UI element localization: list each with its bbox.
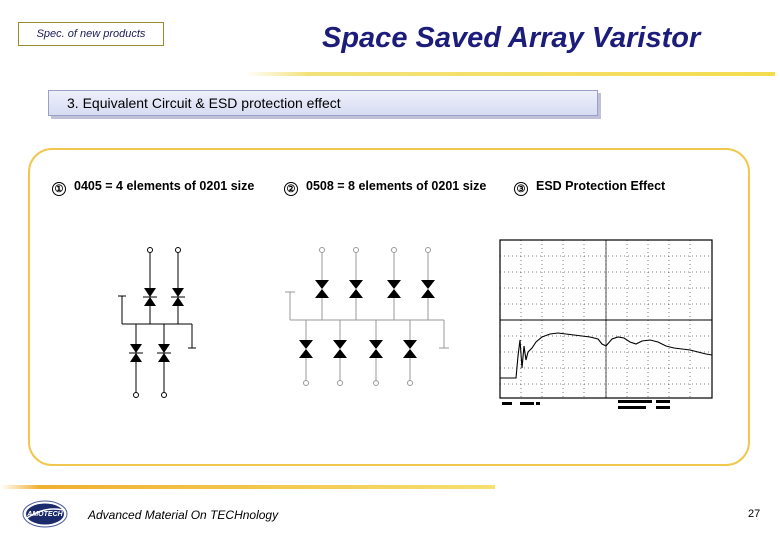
item-label-2: ② 0508 = 8 elements of 0201 size bbox=[284, 179, 486, 196]
page-number: 27 bbox=[748, 508, 761, 520]
amotech-logo: AMOTECH bbox=[22, 500, 68, 528]
circuit-diagram-8-element bbox=[285, 247, 449, 386]
footer-accent-bar bbox=[0, 485, 495, 489]
page-title: Space Saved Array Varistor bbox=[322, 22, 701, 54]
footer-tagline: Advanced Material On TECHnology bbox=[88, 508, 279, 522]
esd-oscilloscope-plot bbox=[499, 239, 713, 409]
content-panel bbox=[28, 148, 750, 466]
item-number-2: ② bbox=[284, 182, 298, 196]
item-text-1: 0405 = 4 elements of 0201 size bbox=[74, 179, 255, 193]
spec-label: Spec. of new products bbox=[36, 28, 146, 40]
item-number-3: ③ bbox=[514, 182, 528, 196]
title-underline-bar bbox=[245, 72, 775, 76]
item-label-1: ① 0405 = 4 elements of 0201 size bbox=[52, 179, 254, 196]
section-heading-box: 3. Equivalent Circuit & ESD protection e… bbox=[48, 90, 598, 116]
section-heading: 3. Equivalent Circuit & ESD protection e… bbox=[67, 95, 341, 111]
item-label-3: ③ ESD Protection Effect bbox=[514, 179, 665, 196]
item-text-2: 0508 = 8 elements of 0201 size bbox=[306, 179, 487, 193]
item-text-3: ESD Protection Effect bbox=[536, 179, 666, 193]
logo-text: AMOTECH bbox=[26, 511, 63, 518]
spec-label-box: Spec. of new products bbox=[18, 22, 164, 46]
circuit-diagram-4-element bbox=[118, 247, 196, 398]
item-number-1: ① bbox=[52, 182, 66, 196]
